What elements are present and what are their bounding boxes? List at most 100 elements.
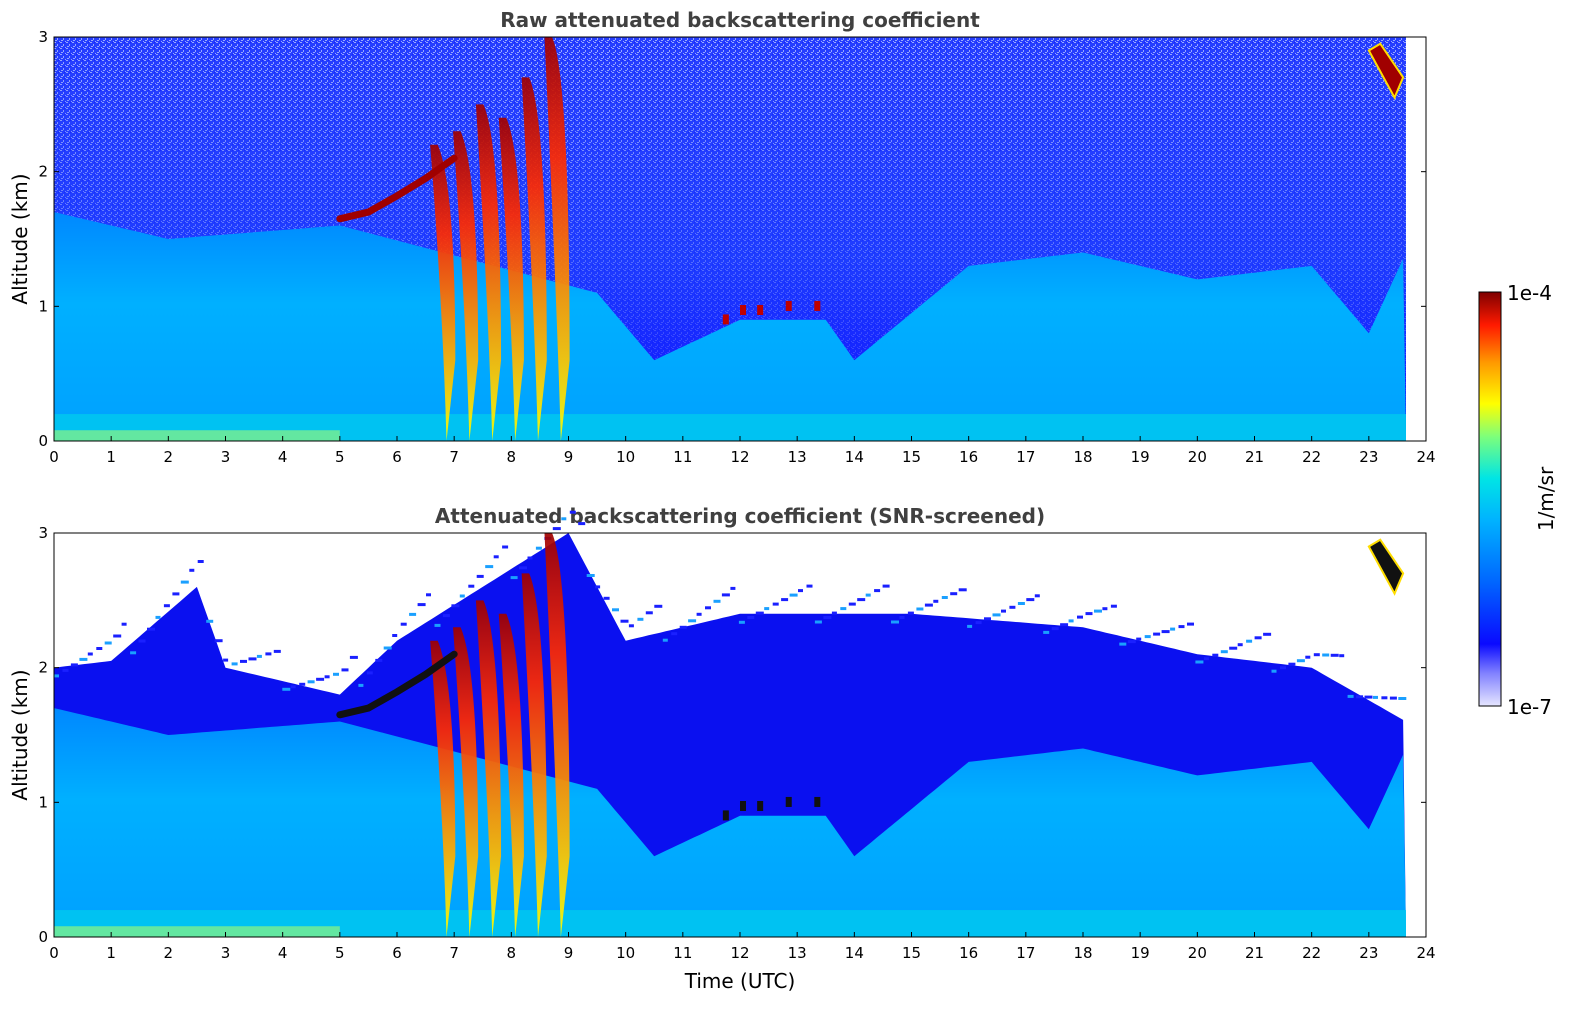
speckle xyxy=(662,638,668,642)
colorbar-unit-label: 1/m/sr xyxy=(1534,466,1558,531)
speckle xyxy=(299,682,306,686)
speckle xyxy=(1144,635,1151,639)
smoke-plume-streak xyxy=(498,613,524,937)
cloud-patch xyxy=(814,300,821,311)
speckle xyxy=(798,589,803,593)
y-tick-label: 2 xyxy=(38,659,48,677)
speckle xyxy=(1051,627,1059,631)
speckle xyxy=(307,680,315,684)
speckle xyxy=(764,607,770,611)
y-tick-label: 1 xyxy=(38,793,48,811)
speckle xyxy=(1322,653,1330,657)
speckle xyxy=(206,619,214,623)
x-tick-label: 7 xyxy=(449,944,459,962)
snr-screened-panel: Attenuated backscattering coefficient (S… xyxy=(8,504,1436,993)
x-tick-label: 11 xyxy=(673,944,692,962)
smoke-plume-streak xyxy=(521,77,547,442)
x-axis-label: Time (UTC) xyxy=(684,969,796,993)
speckle xyxy=(290,685,296,689)
smoke-plume-streak xyxy=(475,600,502,937)
cloud-patch xyxy=(785,300,792,311)
speckle xyxy=(1119,642,1127,646)
speckle xyxy=(603,596,610,600)
speckle xyxy=(189,568,195,572)
cloud-patch xyxy=(814,796,821,807)
speckle xyxy=(1246,639,1253,643)
speckle xyxy=(1009,605,1016,609)
x-tick-label: 19 xyxy=(1131,448,1150,466)
speckle xyxy=(1034,594,1040,598)
smoke-plume-streak xyxy=(453,131,479,441)
x-tick-label: 8 xyxy=(507,448,517,466)
surface-layer-high xyxy=(54,926,340,937)
speckle xyxy=(535,546,542,550)
speckle xyxy=(1026,598,1035,602)
x-tick-label: 11 xyxy=(673,448,692,466)
x-tick-label: 4 xyxy=(278,448,288,466)
speckle xyxy=(358,683,364,687)
colorbar-max-label: 1e-4 xyxy=(1507,281,1552,305)
speckle xyxy=(476,574,484,578)
raw-backscatter-heatmap xyxy=(54,37,1406,442)
speckle xyxy=(595,585,601,589)
speckle xyxy=(130,651,137,655)
x-tick-label: 17 xyxy=(1016,944,1035,962)
speckle xyxy=(857,598,866,602)
speckle xyxy=(865,593,871,597)
speckle xyxy=(1178,625,1185,629)
speckle xyxy=(933,599,939,603)
x-tick-label: 17 xyxy=(1016,448,1035,466)
x-tick-label: 12 xyxy=(730,944,749,962)
x-tick-label: 18 xyxy=(1073,944,1092,962)
y-tick-label: 1 xyxy=(38,297,48,315)
x-tick-label: 18 xyxy=(1073,448,1092,466)
boundary-layer xyxy=(54,708,1406,937)
surface-layer-high xyxy=(54,430,340,441)
speckle xyxy=(96,647,103,650)
speckle xyxy=(333,672,339,676)
y-tick-label: 3 xyxy=(38,28,48,46)
cloud-layer xyxy=(336,650,458,719)
x-tick-label: 1 xyxy=(106,448,116,466)
speckle xyxy=(375,658,383,662)
cloud-patch xyxy=(722,810,729,821)
y-tick-label: 3 xyxy=(38,524,48,542)
speckle xyxy=(1364,695,1373,699)
speckle xyxy=(975,621,982,625)
speckle xyxy=(1296,659,1305,663)
snr-screened-heatmap xyxy=(54,510,1407,937)
speckle xyxy=(738,620,745,624)
x-tick-label: 10 xyxy=(616,448,635,466)
speckle xyxy=(891,620,899,624)
speckle xyxy=(527,556,533,560)
colorbar-min-label: 1e-7 xyxy=(1507,695,1552,719)
speckle xyxy=(62,668,69,672)
speckle xyxy=(1330,653,1339,657)
speckle xyxy=(366,671,373,675)
raw-backscatter-panel: Raw attenuated backscattering coefficien… xyxy=(8,8,1436,466)
speckle xyxy=(958,588,967,592)
x-tick-label: 8 xyxy=(507,944,517,962)
speckle xyxy=(916,607,924,611)
x-tick-label: 2 xyxy=(164,448,174,466)
cloud-patch xyxy=(740,800,746,811)
x-tick-label: 3 xyxy=(221,944,231,962)
speckle xyxy=(493,555,499,559)
speckle xyxy=(163,604,170,608)
speckle xyxy=(705,606,711,610)
speckle xyxy=(400,622,407,626)
y-axis-ticks: 0 1 2 3 xyxy=(38,28,1426,450)
speckle xyxy=(1339,654,1345,658)
speckle xyxy=(1195,660,1204,664)
boundary-layer xyxy=(54,212,1406,441)
speckle xyxy=(688,619,697,623)
smoke-plume-streak xyxy=(544,533,570,937)
speckle xyxy=(1237,643,1243,647)
speckle xyxy=(874,589,881,593)
x-tick-label: 19 xyxy=(1131,944,1150,962)
speckle xyxy=(1043,630,1050,634)
speckle xyxy=(1280,666,1286,670)
speckle xyxy=(1381,696,1388,700)
speckle xyxy=(273,649,281,653)
speckle xyxy=(282,687,291,691)
